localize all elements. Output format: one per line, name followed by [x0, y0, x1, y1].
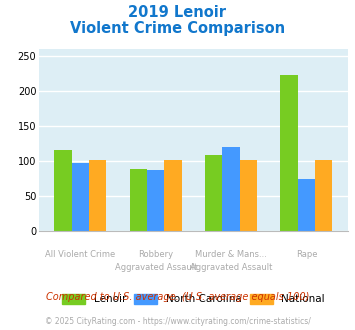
Bar: [130, 169, 147, 231]
Bar: [315, 160, 332, 231]
Legend: Lenoir, North Carolina, National: Lenoir, North Carolina, National: [59, 291, 328, 308]
Bar: [72, 163, 89, 231]
Bar: [55, 150, 72, 231]
Text: Murder & Mans...: Murder & Mans...: [195, 250, 267, 259]
Text: Rape: Rape: [296, 250, 317, 259]
Text: Robbery: Robbery: [138, 250, 173, 259]
Bar: [89, 160, 106, 231]
Text: Violent Crime Comparison: Violent Crime Comparison: [70, 21, 285, 36]
Text: © 2025 CityRating.com - https://www.cityrating.com/crime-statistics/: © 2025 CityRating.com - https://www.city…: [45, 317, 310, 326]
Bar: [205, 155, 223, 231]
Bar: [240, 160, 257, 231]
Text: Compared to U.S. average. (U.S. average equals 100): Compared to U.S. average. (U.S. average …: [46, 292, 309, 302]
Bar: [298, 179, 315, 231]
Bar: [223, 147, 240, 231]
Bar: [147, 170, 164, 231]
Bar: [164, 160, 182, 231]
Text: Aggravated Assault: Aggravated Assault: [190, 263, 272, 272]
Text: 2019 Lenoir: 2019 Lenoir: [129, 5, 226, 20]
Text: Aggravated Assault: Aggravated Assault: [115, 263, 197, 272]
Text: All Violent Crime: All Violent Crime: [45, 250, 116, 259]
Bar: [280, 75, 298, 231]
